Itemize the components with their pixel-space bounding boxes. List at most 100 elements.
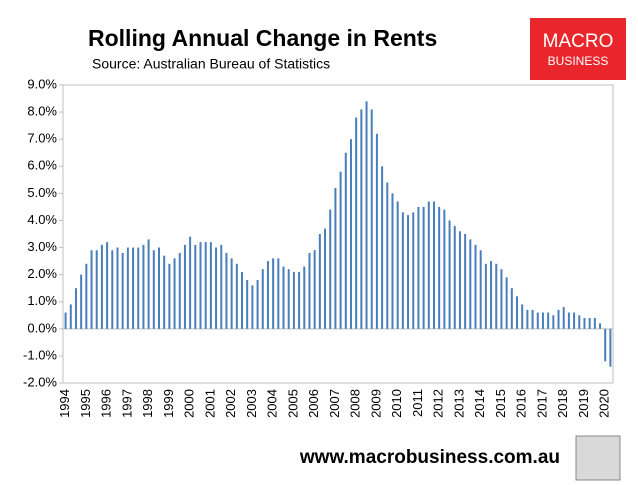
x-tick-label: 1999 [161, 389, 176, 418]
bar [282, 266, 285, 329]
plot-border [62, 84, 614, 384]
bar [215, 247, 218, 329]
bar [256, 280, 259, 329]
bar [230, 258, 233, 329]
bar [562, 307, 565, 329]
bar [438, 206, 441, 329]
bar [609, 328, 612, 367]
x-tick-label: 2008 [348, 389, 363, 418]
x-tick-label: 1997 [119, 389, 134, 418]
x-tick-label: 2018 [555, 389, 570, 418]
bar [578, 315, 581, 329]
bar [500, 269, 503, 329]
x-tick-label: 1996 [99, 389, 114, 418]
bar [422, 206, 425, 329]
x-tick-label: 2009 [368, 389, 383, 418]
x-tick-label: 2011 [410, 389, 425, 417]
bar [74, 288, 77, 329]
bar [365, 101, 368, 329]
bar [588, 317, 591, 329]
bar [334, 187, 337, 329]
bar [458, 231, 461, 329]
logo-icon [575, 435, 621, 481]
bar [266, 261, 269, 329]
x-tick-label: 1998 [140, 389, 155, 418]
bar [417, 206, 420, 329]
y-tick-label: -2.0% [23, 374, 57, 389]
bar [324, 228, 327, 329]
bar [427, 201, 430, 329]
x-tick-label: 1995 [78, 389, 93, 418]
bar [168, 263, 171, 329]
x-tick-label: 2006 [306, 389, 321, 418]
bar [85, 263, 88, 329]
bar [303, 266, 306, 329]
bar [349, 139, 352, 329]
bar [381, 166, 384, 329]
bar [469, 239, 472, 329]
bar [199, 242, 202, 329]
bar [396, 201, 399, 329]
bar [163, 255, 166, 329]
x-tick-label: 2012 [431, 389, 446, 418]
chart-subtitle: Source: Australian Bureau of Statistics [92, 56, 330, 72]
y-tick-label: 6.0% [27, 158, 57, 173]
y-tick-label: 2.0% [27, 266, 57, 281]
chart-title: Rolling Annual Change in Rents [88, 25, 437, 51]
bar [313, 250, 316, 329]
bar [547, 312, 550, 329]
bar [531, 309, 534, 329]
bar [567, 312, 570, 329]
x-tick-label: 2014 [472, 389, 487, 418]
bar [526, 309, 529, 329]
bar [251, 285, 254, 329]
bar [152, 250, 155, 329]
bar [69, 304, 72, 329]
logo-text: BUSINESS [548, 54, 609, 68]
y-tick-label: 1.0% [27, 293, 57, 308]
bar [516, 296, 519, 329]
bar [412, 212, 415, 329]
bar [183, 244, 186, 329]
bar [484, 263, 487, 329]
bar [80, 274, 83, 329]
bar [318, 234, 321, 329]
logo-box [530, 18, 626, 80]
bar [510, 288, 513, 329]
bar [407, 215, 410, 329]
bar [116, 247, 119, 329]
y-tick-label: 0.0% [27, 320, 57, 335]
bar [220, 244, 223, 329]
bar [194, 244, 197, 329]
bar [272, 258, 275, 329]
bar [370, 109, 373, 329]
bar [147, 239, 150, 329]
bar [241, 271, 244, 329]
bar [90, 250, 93, 329]
bar [261, 269, 264, 329]
x-tick-label: 2016 [514, 389, 529, 418]
bar [329, 209, 332, 329]
bar [505, 277, 508, 329]
bar [401, 212, 404, 329]
bar [552, 315, 555, 329]
bar [235, 263, 238, 329]
x-tick-label: 2019 [576, 389, 591, 418]
bar [386, 182, 389, 329]
x-tick-label: 2002 [223, 389, 238, 418]
bar [432, 201, 435, 329]
bar [604, 328, 607, 362]
bar [225, 252, 228, 329]
bar [464, 234, 467, 329]
bar [137, 247, 140, 329]
bar [355, 117, 358, 329]
bar [495, 263, 498, 329]
bar [157, 247, 160, 329]
bar [126, 247, 129, 329]
bar [142, 244, 145, 329]
bar [583, 317, 586, 329]
y-tick-label: -1.0% [23, 347, 57, 362]
x-tick-label: 2013 [451, 389, 466, 418]
x-tick-label: 2001 [202, 389, 217, 418]
